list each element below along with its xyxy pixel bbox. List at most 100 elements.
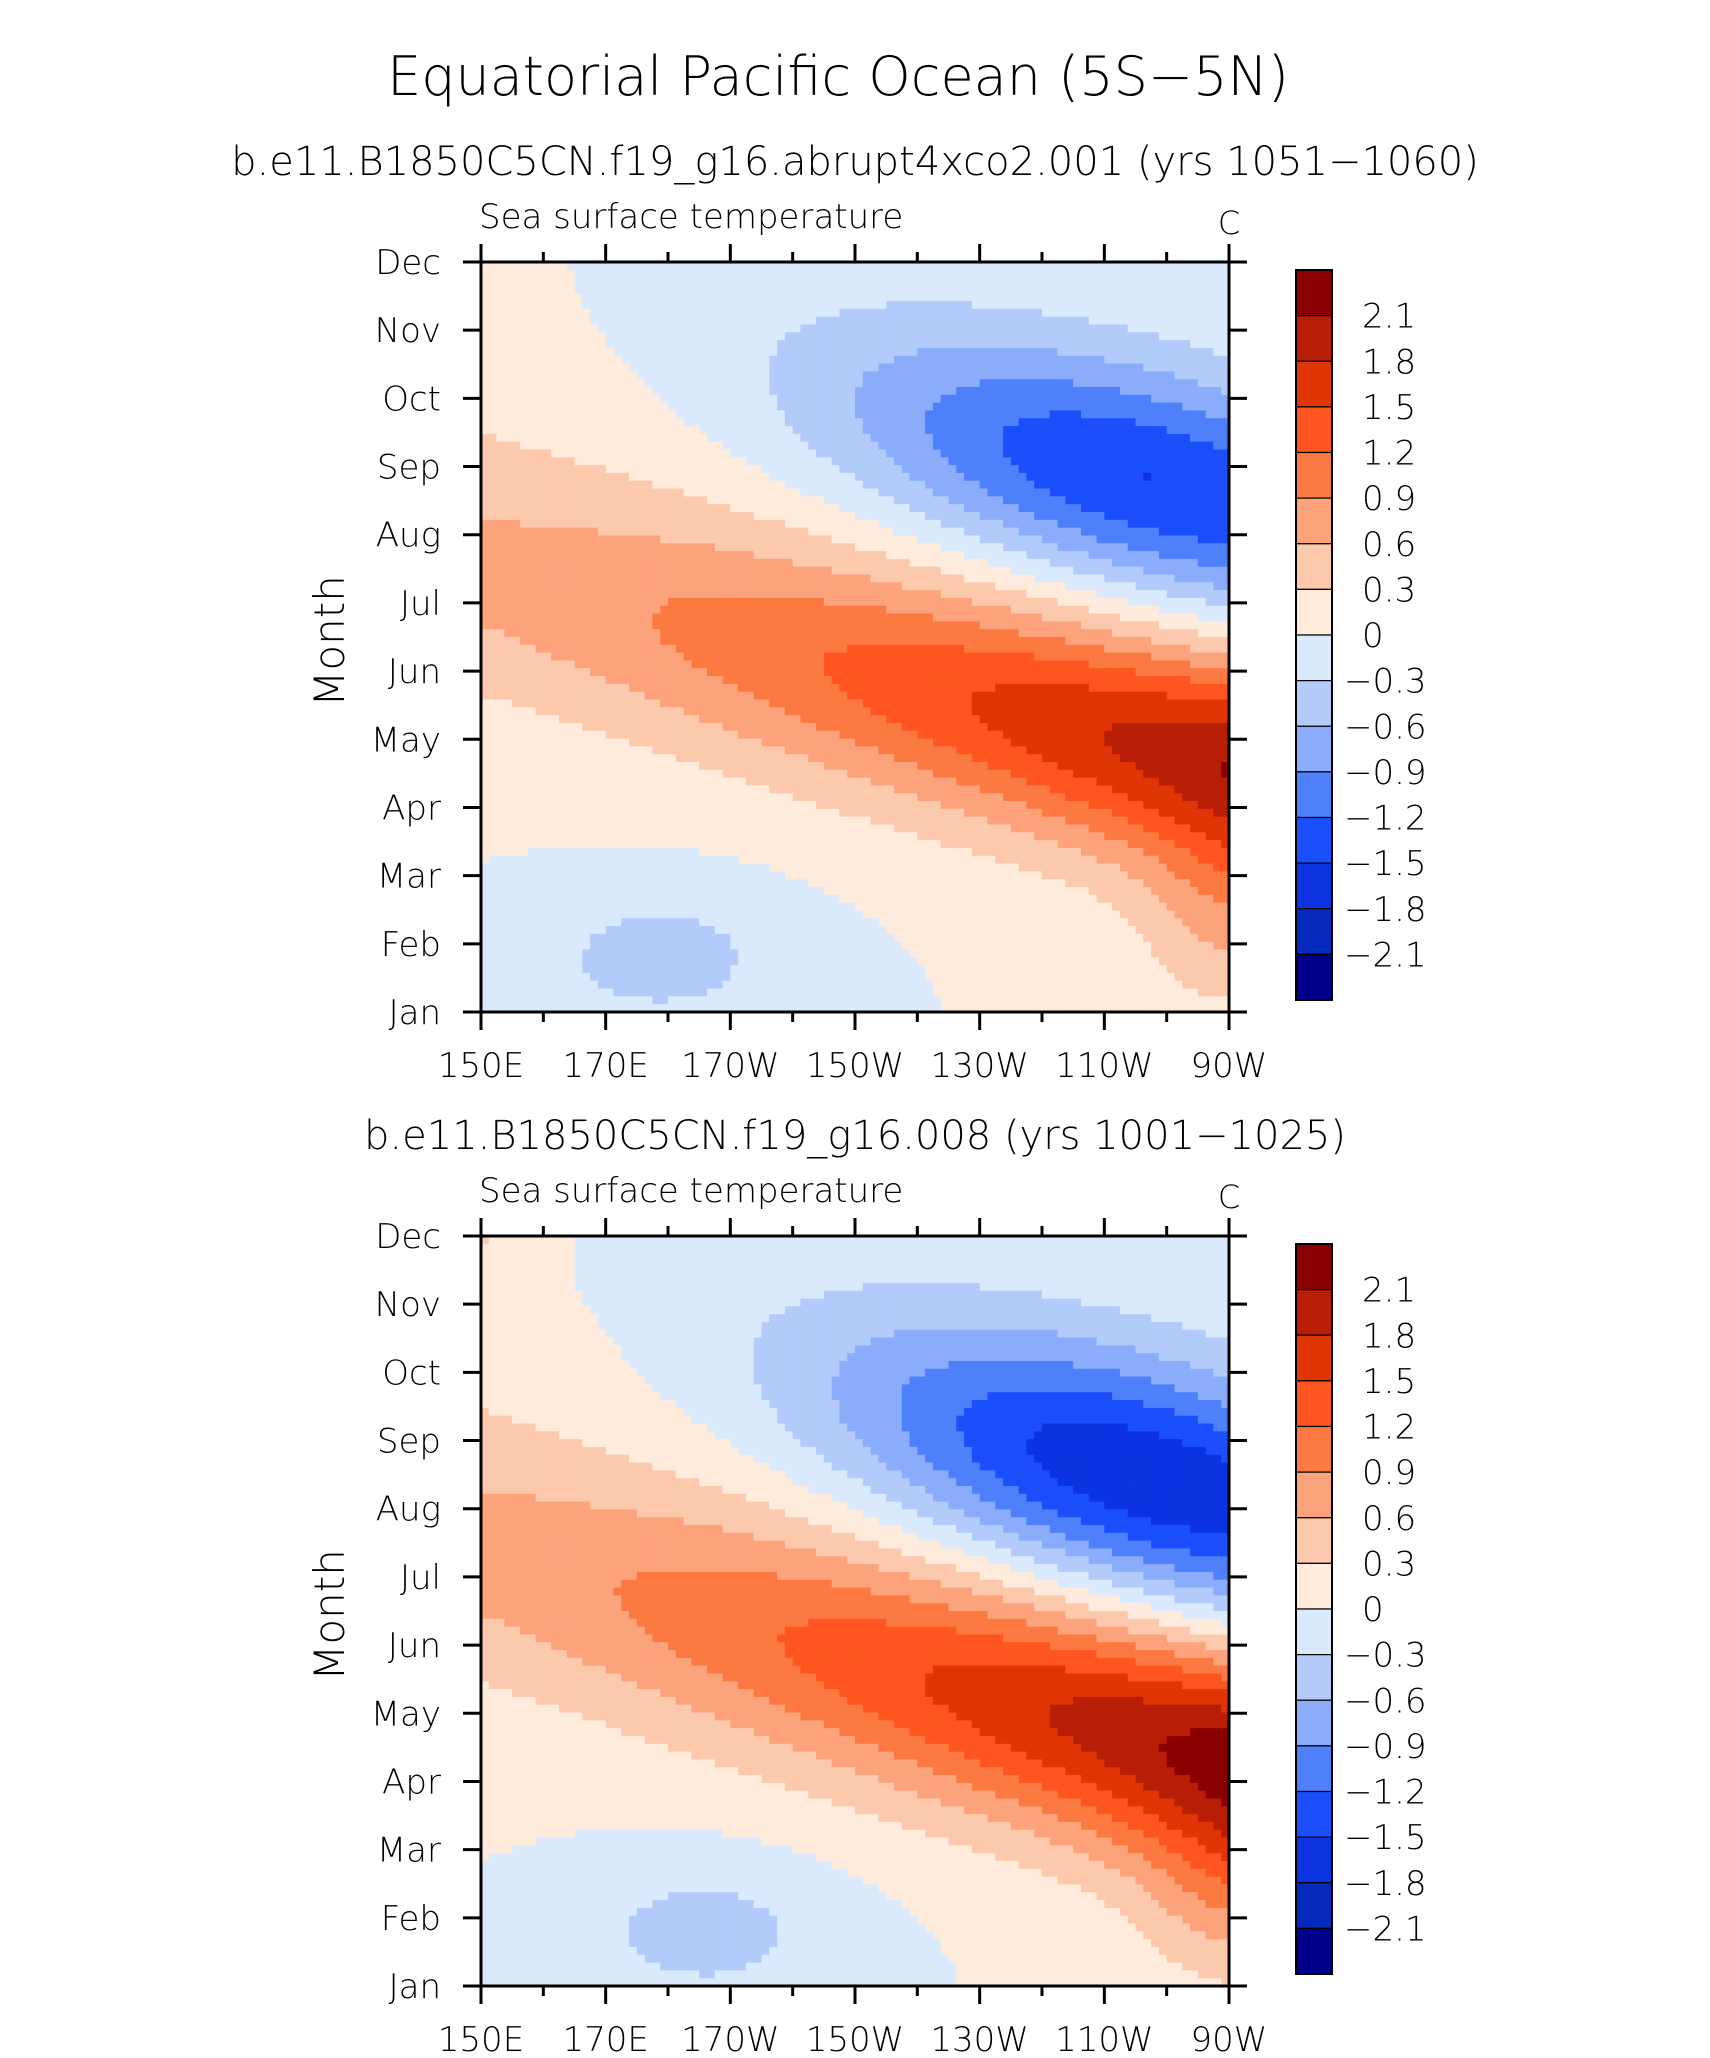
x-tick-label: 150W [806,1046,905,1086]
y-tick-label: Aug [376,1490,441,1530]
y-tick-label: Mar [377,857,441,897]
colorbar-swatch [1295,816,1333,864]
x-tick-label: 170E [562,2020,648,2058]
colorbar-label: 0.3 [1362,570,1416,610]
colorbar-label: −0.9 [1344,753,1427,793]
colorbar-label: −2.1 [1344,935,1427,975]
y-axis-title: Month [305,575,354,707]
x-tick-label: 130W [930,2020,1029,2058]
colorbar-swatch [1295,1745,1333,1793]
contour-panel-1: b.e11.B1850C5CN.f19_g16.abrupt4xco2.001 … [231,139,1479,1086]
y-tick-label: Jan [389,993,441,1033]
y-axis-title: Month [305,1549,354,1681]
y-tick-label: Dec [375,243,441,283]
x-tick-label: 90W [1191,1046,1268,1086]
colorbar-label: −1.2 [1344,1773,1427,1813]
y-tick-label: Aug [376,516,441,556]
y-tick-label: Feb [381,925,441,965]
y-tick-label: Sep [377,448,441,488]
colorbar-label: 0.6 [1362,1499,1416,1539]
variable-label: Sea surface temperature [479,197,903,237]
colorbar-swatch [1295,406,1333,454]
y-tick-label: Mar [377,1831,441,1871]
colorbar-swatch [1295,1836,1333,1884]
colorbar: 2.1 1.8 1.5 1.2 0.9 0.6 0.3 0 −0.3 −0.6 −0.9 −1.2 −1… [1295,1243,1427,1975]
contour-field [481,262,1229,1012]
x-tick-label: 150E [438,1046,524,1086]
x-tick-label: 170W [681,1046,780,1086]
contour-panel-2: b.e11.B1850C5CN.f19_g16.008 (yrs 1001−10… [305,1113,1427,2058]
colorbar-label: 1.8 [1362,342,1416,382]
colorbar-label: −1.2 [1344,799,1427,839]
colorbar-swatch [1295,1380,1333,1428]
colorbar-label: 1.2 [1362,434,1416,474]
colorbar-swatch [1295,953,1333,1001]
colorbar-swatch [1295,1243,1333,1291]
colorbar-swatch [1295,269,1333,317]
colorbar-swatch [1295,360,1333,408]
y-tick-label: Dec [375,1217,441,1257]
y-tick-label: Jun [388,652,441,692]
y-tick-label: Sep [377,1422,441,1462]
x-tick-label: 110W [1055,2020,1154,2058]
colorbar-swatch [1295,862,1333,910]
colorbar-swatch [1295,1425,1333,1473]
y-tick-label: Apr [382,788,441,828]
y-tick-label: Nov [375,311,441,351]
colorbar-swatch [1295,1517,1333,1564]
y-tick-label: Oct [382,379,441,419]
colorbar-label: 1.8 [1362,1316,1416,1356]
colorbar-swatch [1295,908,1333,955]
colorbar-label: −0.3 [1344,662,1427,702]
y-tick-label: May [371,720,441,760]
colorbar-label: 0 [1362,1590,1384,1630]
colorbar-label: −1.8 [1344,1864,1427,1904]
colorbar-swatch [1295,588,1333,636]
colorbar-label: 1.5 [1362,1362,1416,1402]
colorbar-swatch [1295,771,1333,819]
colorbar-label: 0.3 [1362,1544,1416,1584]
colorbar-swatch [1295,1699,1333,1747]
colorbar-swatch [1295,497,1333,545]
colorbar-swatch [1295,1562,1333,1610]
y-tick-label: Jul [400,1558,441,1598]
colorbar-label: −1.8 [1344,890,1427,930]
colorbar-label: 2.1 [1362,297,1416,337]
panel-subtitle: b.e11.B1850C5CN.f19_g16.008 (yrs 1001−10… [364,1113,1346,1159]
colorbar-label: −0.9 [1344,1727,1427,1767]
colorbar-swatch [1295,1654,1333,1701]
colorbar-swatch [1295,725,1333,773]
colorbar-label: −0.3 [1344,1636,1427,1676]
colorbar-label: 0.6 [1362,525,1416,565]
colorbar-label: −0.6 [1344,707,1427,747]
y-tick-label: Nov [375,1285,441,1325]
x-tick-label: 170E [562,1046,648,1086]
figure-title: Equatorial Pacific Ocean (5S−5N) [387,45,1289,108]
y-tick-label: May [371,1694,441,1734]
y-tick-label: Jan [389,1967,441,2007]
units-label: C [1218,1178,1240,1216]
variable-label: Sea surface temperature [479,1171,903,1211]
x-tick-label: 150W [806,2020,905,2058]
colorbar-swatch [1295,634,1333,682]
y-tick-label: Apr [382,1762,441,1802]
colorbar-swatch [1295,1334,1333,1382]
colorbar-label: −2.1 [1344,1909,1427,1949]
contour-field [481,1236,1229,1986]
colorbar-swatch [1295,680,1333,727]
panel-subtitle: b.e11.B1850C5CN.f19_g16.abrupt4xco2.001 … [231,139,1479,185]
colorbar-label: 0.9 [1362,1453,1416,1493]
colorbar-label: 2.1 [1362,1271,1416,1311]
colorbar-swatch [1295,315,1333,362]
colorbar-label: 1.5 [1362,388,1416,428]
colorbar-label: −1.5 [1344,1818,1427,1858]
colorbar-swatch [1295,1289,1333,1336]
x-tick-label: 150E [438,2020,524,2058]
y-tick-label: Feb [381,1899,441,1939]
colorbar-label: 0.9 [1362,479,1416,519]
x-tick-label: 90W [1191,2020,1268,2058]
y-tick-label: Oct [382,1353,441,1393]
y-tick-label: Jul [400,584,441,624]
colorbar-label: 1.2 [1362,1408,1416,1448]
colorbar-label: −1.5 [1344,844,1427,884]
